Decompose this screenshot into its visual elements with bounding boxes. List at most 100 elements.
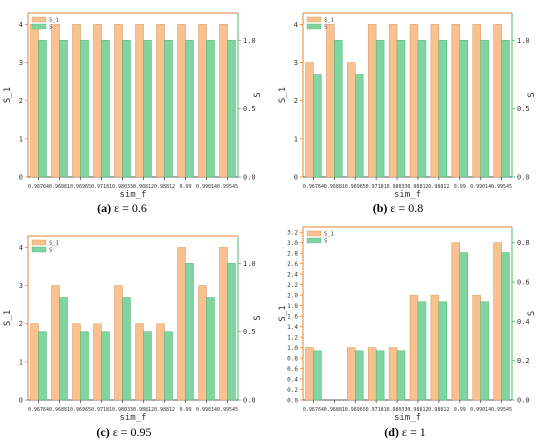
panel-caption: (a) ε = 0.6 — [97, 201, 147, 215]
bar-s1-10 — [219, 247, 228, 401]
right-tick-label: 0.5 — [243, 328, 256, 336]
bar-s1-6 — [135, 323, 144, 401]
legend-label-s1: S_1 — [49, 241, 59, 247]
bar-s-5 — [396, 350, 406, 401]
x-tick-label: 0.99545 — [217, 184, 238, 190]
bar-s-10 — [227, 40, 236, 178]
left-tick-label: 1 — [19, 135, 23, 143]
bar-s1-9 — [198, 24, 207, 178]
left-tick-label: 3 — [19, 282, 23, 290]
bar-s1-2 — [51, 24, 60, 178]
left-tick-label: 2 — [19, 320, 23, 328]
bar-s1-2 — [326, 24, 335, 178]
x-tick-label: 0.98033 — [112, 407, 133, 413]
bar-s-9 — [206, 40, 215, 178]
x-tick-label: 0.99014 — [470, 407, 491, 413]
right-tick-label: 0.5 — [243, 105, 256, 113]
caption-text: ε = 1 — [399, 425, 426, 439]
x-tick-label: 0.98033 — [112, 184, 133, 190]
y-axis-label-right: S — [527, 92, 537, 97]
right-tick-label: 0.0 — [517, 174, 530, 182]
x-tick-label: 0.99 — [179, 407, 191, 413]
bar-s1-1 — [30, 24, 39, 178]
caption-letter: (b) — [373, 201, 388, 215]
chart-panel-4: 0.96764 0.96881 0.96965 0.97181 0.98033 0.988… — [278, 226, 537, 439]
caption-text: ε = 0.95 — [110, 425, 152, 439]
x-tick-label: 0.96881 — [324, 407, 345, 413]
left-tick-label: 0 — [294, 174, 298, 182]
legend-label-s1: S_1 — [324, 18, 334, 24]
left-tick-label: 2 — [19, 97, 23, 105]
legend-swatch-s — [306, 23, 322, 30]
bar-s1-2 — [51, 285, 60, 401]
right-tick-label: 0.0 — [243, 174, 256, 182]
bar-s1-4 — [93, 24, 102, 178]
left-tick-label: 2.2 — [287, 282, 298, 289]
x-tick-label: 0.96764 — [303, 407, 324, 413]
bar-s-4 — [375, 350, 385, 401]
bar-s-5 — [396, 40, 406, 178]
y-axis-label-right: S — [527, 311, 537, 316]
bar-s-1 — [38, 331, 47, 401]
bar-s1-8 — [451, 24, 461, 178]
bar-s-6 — [143, 331, 152, 401]
panel-caption: (b) ε = 0.8 — [373, 201, 423, 215]
left-tick-label: 2.4 — [287, 272, 298, 279]
bar-s-4 — [375, 40, 385, 178]
x-tick-label: 0.98812 — [428, 407, 449, 413]
left-tick-label: 4 — [19, 244, 23, 252]
x-tick-label: 0.97181 — [366, 407, 387, 413]
x-tick-label: 0.96965 — [345, 407, 366, 413]
x-tick-label: 0.98812 — [133, 184, 154, 190]
y-axis-label-left: S_1 — [278, 87, 288, 103]
x-tick-label: 0.97181 — [366, 184, 387, 190]
x-tick-label: 0.96965 — [345, 184, 366, 190]
x-tick-label: 0.99 — [179, 184, 191, 190]
bar-s-2 — [59, 40, 68, 178]
x-tick-label: 0.99014 — [196, 184, 217, 190]
legend: S_1S — [31, 239, 59, 254]
right-tick-label: 1.0 — [517, 37, 530, 45]
panel-caption: (d) ε = 1 — [384, 425, 425, 439]
bar-s-8 — [459, 40, 468, 178]
bar-s1-9 — [472, 294, 481, 401]
legend-swatch-s — [31, 23, 47, 30]
bar-s-7 — [164, 40, 173, 178]
y-axis-label-right: S — [253, 92, 263, 97]
left-tick-label: 2.0 — [287, 293, 298, 300]
left-tick-label: 0.2 — [287, 387, 298, 394]
x-tick-label: 0.99545 — [217, 407, 238, 413]
bar-s-10 — [501, 252, 510, 401]
x-tick-label: 0.99545 — [491, 184, 512, 190]
legend-swatch-s1 — [306, 16, 322, 23]
left-tick-label: 1.0 — [287, 345, 298, 352]
left-tick-label: 0 — [19, 174, 23, 182]
left-tick-label: 1.4 — [287, 324, 298, 331]
x-tick-label: 0.96965 — [70, 407, 91, 413]
bar-s-4 — [101, 40, 110, 178]
bar-s1-10 — [219, 24, 228, 178]
x-tick-label: 0.98812 — [154, 184, 175, 190]
bar-s1-7 — [156, 24, 165, 178]
left-tick-label: 0.8 — [287, 356, 298, 363]
bar-s-7 — [438, 301, 448, 401]
chart-panel-3: 0.96764 0.96881 0.96965 0.97181 0.98033 0.988… — [3, 235, 263, 439]
bar-s1-4 — [93, 323, 102, 401]
left-tick-label: 3.0 — [287, 240, 298, 247]
x-tick-label: 0.98033 — [387, 184, 408, 190]
bar-s1-5 — [388, 24, 398, 178]
legend: S_1S — [306, 16, 334, 31]
left-tick-label: 1.8 — [287, 303, 298, 310]
bar-s-3 — [355, 74, 364, 178]
x-tick-label: 0.99 — [454, 184, 466, 190]
x-tick-label: 0.99545 — [491, 407, 512, 413]
bar-s1-10 — [493, 242, 502, 401]
bar-s1-8 — [177, 247, 186, 401]
bar-s-9 — [480, 301, 489, 401]
left-tick-label: 2 — [294, 97, 298, 105]
bar-s-4 — [101, 331, 110, 401]
bar-s1-1 — [30, 323, 39, 401]
bar-s-7 — [438, 40, 448, 178]
legend-swatch-s1 — [31, 239, 47, 246]
